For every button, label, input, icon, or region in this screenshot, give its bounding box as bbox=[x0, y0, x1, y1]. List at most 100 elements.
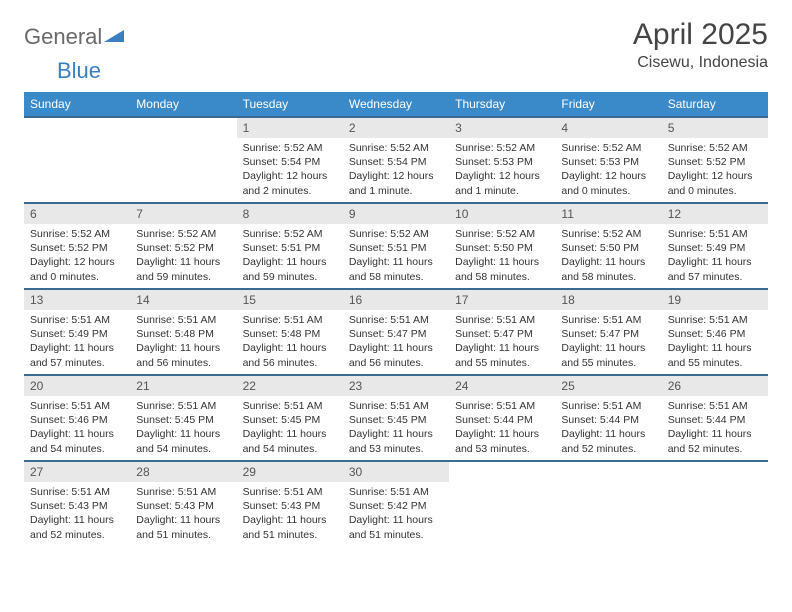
day-number: 12 bbox=[662, 204, 768, 224]
weekday-header: Tuesday bbox=[237, 92, 343, 117]
day-info: Sunrise: 5:51 AMSunset: 5:49 PMDaylight:… bbox=[24, 310, 130, 374]
sunset-text: Sunset: 5:49 PM bbox=[668, 241, 762, 255]
calendar-day-cell: 29Sunrise: 5:51 AMSunset: 5:43 PMDayligh… bbox=[237, 461, 343, 547]
sunrise-text: Sunrise: 5:52 AM bbox=[349, 141, 443, 155]
sunset-text: Sunset: 5:45 PM bbox=[136, 413, 230, 427]
sunset-text: Sunset: 5:44 PM bbox=[455, 413, 549, 427]
day-info: Sunrise: 5:52 AMSunset: 5:52 PMDaylight:… bbox=[662, 138, 768, 202]
day-number: 27 bbox=[24, 462, 130, 482]
sunrise-text: Sunrise: 5:52 AM bbox=[561, 227, 655, 241]
day-info: Sunrise: 5:52 AMSunset: 5:54 PMDaylight:… bbox=[343, 138, 449, 202]
sunrise-text: Sunrise: 5:51 AM bbox=[668, 313, 762, 327]
sunrise-text: Sunrise: 5:51 AM bbox=[349, 485, 443, 499]
sunset-text: Sunset: 5:52 PM bbox=[668, 155, 762, 169]
daylight-text: Daylight: 11 hours and 59 minutes. bbox=[243, 255, 337, 283]
day-info: Sunrise: 5:52 AMSunset: 5:50 PMDaylight:… bbox=[555, 224, 661, 288]
calendar-day-cell: 17Sunrise: 5:51 AMSunset: 5:47 PMDayligh… bbox=[449, 289, 555, 375]
calendar-day-cell: 1Sunrise: 5:52 AMSunset: 5:54 PMDaylight… bbox=[237, 117, 343, 203]
calendar-empty-cell bbox=[130, 117, 236, 203]
sunrise-text: Sunrise: 5:51 AM bbox=[349, 313, 443, 327]
day-info: Sunrise: 5:51 AMSunset: 5:45 PMDaylight:… bbox=[237, 396, 343, 460]
daylight-text: Daylight: 11 hours and 55 minutes. bbox=[561, 341, 655, 369]
day-info: Sunrise: 5:51 AMSunset: 5:46 PMDaylight:… bbox=[24, 396, 130, 460]
daylight-text: Daylight: 12 hours and 0 minutes. bbox=[30, 255, 124, 283]
calendar-week-row: 27Sunrise: 5:51 AMSunset: 5:43 PMDayligh… bbox=[24, 461, 768, 547]
daylight-text: Daylight: 11 hours and 53 minutes. bbox=[349, 427, 443, 455]
daylight-text: Daylight: 11 hours and 51 minutes. bbox=[136, 513, 230, 541]
sunrise-text: Sunrise: 5:51 AM bbox=[136, 485, 230, 499]
day-info: Sunrise: 5:51 AMSunset: 5:49 PMDaylight:… bbox=[662, 224, 768, 288]
day-number: 7 bbox=[130, 204, 236, 224]
sunset-text: Sunset: 5:45 PM bbox=[349, 413, 443, 427]
sunrise-text: Sunrise: 5:51 AM bbox=[136, 399, 230, 413]
calendar-day-cell: 19Sunrise: 5:51 AMSunset: 5:46 PMDayligh… bbox=[662, 289, 768, 375]
day-info: Sunrise: 5:51 AMSunset: 5:42 PMDaylight:… bbox=[343, 482, 449, 546]
sunrise-text: Sunrise: 5:51 AM bbox=[561, 399, 655, 413]
sunrise-text: Sunrise: 5:51 AM bbox=[243, 485, 337, 499]
calendar-day-cell: 23Sunrise: 5:51 AMSunset: 5:45 PMDayligh… bbox=[343, 375, 449, 461]
sunrise-text: Sunrise: 5:52 AM bbox=[30, 227, 124, 241]
day-number: 15 bbox=[237, 290, 343, 310]
daylight-text: Daylight: 11 hours and 56 minutes. bbox=[349, 341, 443, 369]
calendar-day-cell: 12Sunrise: 5:51 AMSunset: 5:49 PMDayligh… bbox=[662, 203, 768, 289]
day-info: Sunrise: 5:51 AMSunset: 5:43 PMDaylight:… bbox=[24, 482, 130, 546]
day-number: 24 bbox=[449, 376, 555, 396]
daylight-text: Daylight: 11 hours and 56 minutes. bbox=[243, 341, 337, 369]
daylight-text: Daylight: 11 hours and 52 minutes. bbox=[668, 427, 762, 455]
day-info: Sunrise: 5:52 AMSunset: 5:53 PMDaylight:… bbox=[555, 138, 661, 202]
brand-text-1: General bbox=[24, 24, 102, 50]
brand-text-2: Blue bbox=[57, 58, 792, 84]
sunset-text: Sunset: 5:54 PM bbox=[243, 155, 337, 169]
sunrise-text: Sunrise: 5:51 AM bbox=[561, 313, 655, 327]
day-number: 6 bbox=[24, 204, 130, 224]
sunset-text: Sunset: 5:49 PM bbox=[30, 327, 124, 341]
day-info: Sunrise: 5:52 AMSunset: 5:54 PMDaylight:… bbox=[237, 138, 343, 202]
day-number: 22 bbox=[237, 376, 343, 396]
month-title: April 2025 bbox=[633, 18, 768, 52]
sunrise-text: Sunrise: 5:52 AM bbox=[455, 227, 549, 241]
sunrise-text: Sunrise: 5:51 AM bbox=[30, 399, 124, 413]
day-info: Sunrise: 5:51 AMSunset: 5:48 PMDaylight:… bbox=[237, 310, 343, 374]
day-info: Sunrise: 5:52 AMSunset: 5:51 PMDaylight:… bbox=[343, 224, 449, 288]
calendar-day-cell: 11Sunrise: 5:52 AMSunset: 5:50 PMDayligh… bbox=[555, 203, 661, 289]
sunset-text: Sunset: 5:53 PM bbox=[561, 155, 655, 169]
sunset-text: Sunset: 5:46 PM bbox=[30, 413, 124, 427]
calendar-day-cell: 16Sunrise: 5:51 AMSunset: 5:47 PMDayligh… bbox=[343, 289, 449, 375]
calendar-day-cell: 28Sunrise: 5:51 AMSunset: 5:43 PMDayligh… bbox=[130, 461, 236, 547]
daylight-text: Daylight: 11 hours and 55 minutes. bbox=[668, 341, 762, 369]
calendar-empty-cell bbox=[24, 117, 130, 203]
sunset-text: Sunset: 5:52 PM bbox=[136, 241, 230, 255]
sunset-text: Sunset: 5:44 PM bbox=[561, 413, 655, 427]
sunset-text: Sunset: 5:52 PM bbox=[30, 241, 124, 255]
day-number: 1 bbox=[237, 118, 343, 138]
day-info: Sunrise: 5:51 AMSunset: 5:47 PMDaylight:… bbox=[343, 310, 449, 374]
daylight-text: Daylight: 11 hours and 58 minutes. bbox=[349, 255, 443, 283]
sunrise-text: Sunrise: 5:51 AM bbox=[243, 313, 337, 327]
sunset-text: Sunset: 5:50 PM bbox=[561, 241, 655, 255]
sunrise-text: Sunrise: 5:51 AM bbox=[668, 399, 762, 413]
daylight-text: Daylight: 11 hours and 52 minutes. bbox=[561, 427, 655, 455]
calendar-day-cell: 15Sunrise: 5:51 AMSunset: 5:48 PMDayligh… bbox=[237, 289, 343, 375]
calendar-day-cell: 20Sunrise: 5:51 AMSunset: 5:46 PMDayligh… bbox=[24, 375, 130, 461]
sunrise-text: Sunrise: 5:51 AM bbox=[136, 313, 230, 327]
day-number: 11 bbox=[555, 204, 661, 224]
sunrise-text: Sunrise: 5:52 AM bbox=[668, 141, 762, 155]
calendar-day-cell: 21Sunrise: 5:51 AMSunset: 5:45 PMDayligh… bbox=[130, 375, 236, 461]
sunset-text: Sunset: 5:47 PM bbox=[561, 327, 655, 341]
day-number: 20 bbox=[24, 376, 130, 396]
day-info: Sunrise: 5:52 AMSunset: 5:52 PMDaylight:… bbox=[130, 224, 236, 288]
sunrise-text: Sunrise: 5:52 AM bbox=[136, 227, 230, 241]
daylight-text: Daylight: 11 hours and 53 minutes. bbox=[455, 427, 549, 455]
calendar-empty-cell bbox=[449, 461, 555, 547]
daylight-text: Daylight: 12 hours and 1 minute. bbox=[349, 169, 443, 197]
sunset-text: Sunset: 5:47 PM bbox=[349, 327, 443, 341]
day-number: 4 bbox=[555, 118, 661, 138]
day-info: Sunrise: 5:51 AMSunset: 5:44 PMDaylight:… bbox=[555, 396, 661, 460]
daylight-text: Daylight: 12 hours and 0 minutes. bbox=[561, 169, 655, 197]
day-number: 5 bbox=[662, 118, 768, 138]
day-info: Sunrise: 5:52 AMSunset: 5:51 PMDaylight:… bbox=[237, 224, 343, 288]
daylight-text: Daylight: 12 hours and 1 minute. bbox=[455, 169, 549, 197]
calendar-day-cell: 9Sunrise: 5:52 AMSunset: 5:51 PMDaylight… bbox=[343, 203, 449, 289]
calendar-day-cell: 24Sunrise: 5:51 AMSunset: 5:44 PMDayligh… bbox=[449, 375, 555, 461]
calendar-day-cell: 8Sunrise: 5:52 AMSunset: 5:51 PMDaylight… bbox=[237, 203, 343, 289]
